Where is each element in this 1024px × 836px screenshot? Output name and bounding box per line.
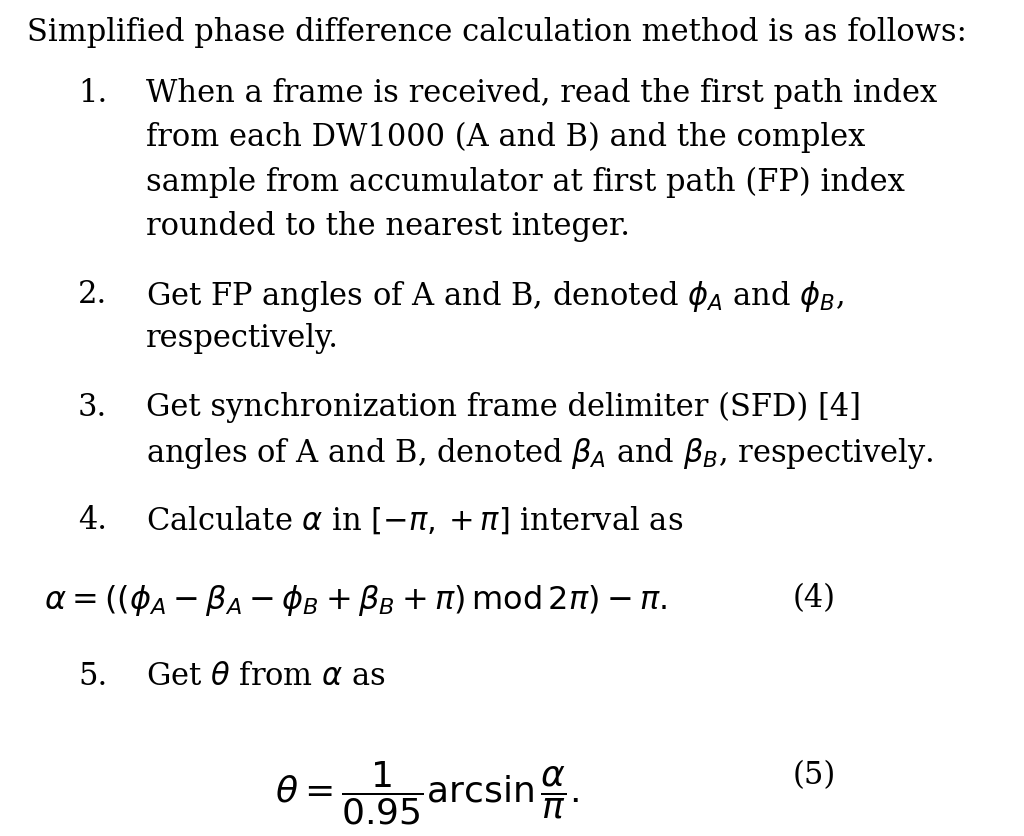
Text: respectively.: respectively.	[146, 324, 339, 354]
Text: 3.: 3.	[78, 392, 108, 423]
Text: angles of A and B, denoted $\beta_A$ and $\beta_B$, respectively.: angles of A and B, denoted $\beta_A$ and…	[146, 436, 934, 472]
Text: 4.: 4.	[78, 505, 106, 536]
Text: Get FP angles of A and B, denoted $\phi_A$ and $\phi_B$,: Get FP angles of A and B, denoted $\phi_…	[146, 279, 844, 314]
Text: $\theta = \dfrac{1}{0.95}\arcsin\dfrac{\alpha}{\pi}.$: $\theta = \dfrac{1}{0.95}\arcsin\dfrac{\…	[275, 760, 579, 828]
Text: (4): (4)	[793, 583, 836, 614]
Text: from each DW1000 (A and B) and the complex: from each DW1000 (A and B) and the compl…	[146, 122, 865, 154]
Text: $\alpha = \left((\phi_A - \beta_A - \phi_B + \beta_B + \pi)\,\mathrm{mod}\,2\pi\: $\alpha = \left((\phi_A - \beta_A - \phi…	[44, 583, 667, 618]
Text: 5.: 5.	[78, 660, 108, 691]
Text: Calculate $\alpha$ in $[-\pi, +\pi]$ interval as: Calculate $\alpha$ in $[-\pi, +\pi]$ int…	[146, 505, 683, 537]
Text: Get $\theta$ from $\alpha$ as: Get $\theta$ from $\alpha$ as	[146, 660, 386, 691]
Text: 1.: 1.	[78, 78, 108, 109]
Text: Simplified phase difference calculation method is as follows:: Simplified phase difference calculation …	[27, 17, 967, 48]
Text: 2.: 2.	[78, 279, 108, 310]
Text: sample from accumulator at first path (FP) index: sample from accumulator at first path (F…	[146, 166, 905, 197]
Text: Get synchronization frame delimiter (SFD) [4]: Get synchronization frame delimiter (SFD…	[146, 392, 861, 423]
Text: rounded to the nearest integer.: rounded to the nearest integer.	[146, 211, 630, 242]
Text: (5): (5)	[793, 760, 837, 791]
Text: When a frame is received, read the first path index: When a frame is received, read the first…	[146, 78, 937, 109]
